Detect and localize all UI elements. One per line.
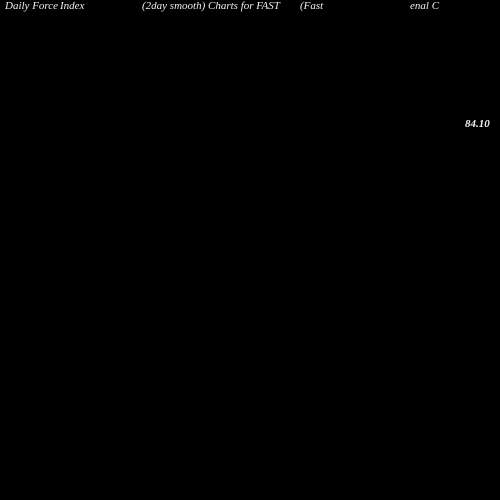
chart-background xyxy=(0,0,500,500)
header-segment: (Fast xyxy=(300,0,323,12)
header-segment: enal C xyxy=(410,0,439,12)
header-segment: Daily Force xyxy=(5,0,58,12)
header-segment: (2day smooth) Charts for FAST xyxy=(142,0,280,12)
header-segment: Index xyxy=(60,0,84,12)
price-last-label: 84.10 xyxy=(465,118,490,130)
